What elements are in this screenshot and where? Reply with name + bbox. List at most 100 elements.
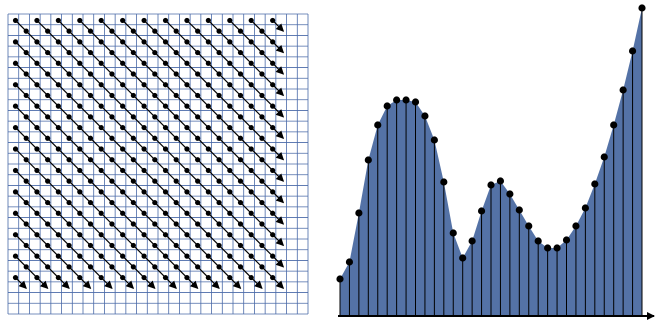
dot	[184, 210, 190, 216]
dot	[216, 49, 222, 56]
dot	[55, 189, 61, 195]
dot	[227, 274, 233, 281]
arrow	[165, 20, 285, 139]
dot	[66, 178, 72, 184]
dot	[45, 221, 51, 227]
dot	[205, 17, 211, 24]
dot	[195, 157, 201, 163]
dot	[270, 253, 276, 259]
dot	[45, 49, 51, 56]
dot	[205, 103, 211, 109]
dot	[237, 178, 244, 184]
dot	[66, 71, 72, 77]
dot	[270, 103, 276, 109]
dot	[45, 178, 51, 184]
dot	[184, 39, 190, 45]
dot	[120, 103, 126, 109]
dot	[173, 114, 179, 120]
dot	[77, 146, 83, 152]
dot	[77, 103, 83, 109]
sample-dot	[515, 206, 523, 214]
dot	[173, 264, 179, 270]
sample-dot	[345, 258, 354, 266]
dot	[270, 82, 276, 88]
dot	[141, 210, 147, 216]
dot	[130, 242, 136, 249]
dot	[173, 28, 179, 34]
sample-dot	[638, 4, 646, 12]
dot	[141, 39, 147, 45]
dot	[77, 210, 83, 216]
dot	[120, 167, 126, 174]
dot	[216, 264, 222, 270]
dot	[227, 82, 233, 88]
dot	[173, 199, 179, 206]
dot	[162, 274, 169, 281]
dot	[184, 253, 190, 259]
dot	[205, 146, 211, 152]
arrow	[15, 62, 242, 289]
dot	[130, 264, 136, 270]
dot	[120, 253, 126, 259]
dot	[23, 178, 29, 184]
arrow	[15, 127, 177, 289]
dot	[270, 39, 276, 45]
dot	[141, 146, 147, 152]
dot	[205, 253, 211, 259]
dot	[45, 199, 51, 206]
dot	[109, 199, 115, 206]
dot	[98, 39, 104, 45]
dot	[87, 92, 94, 99]
dot	[205, 167, 211, 174]
dot	[45, 264, 51, 270]
dot	[12, 17, 19, 24]
arrow	[15, 234, 70, 289]
dot	[270, 17, 276, 24]
dot	[173, 157, 179, 163]
sample-dot	[534, 237, 542, 245]
dot	[173, 221, 179, 227]
dot	[270, 274, 276, 281]
dot	[162, 17, 169, 24]
dot	[270, 60, 276, 66]
dot	[77, 124, 83, 131]
dot	[184, 124, 190, 131]
dot	[216, 221, 222, 227]
dot	[152, 49, 158, 56]
sample-dot	[553, 244, 561, 252]
dot	[98, 274, 104, 281]
dot	[184, 167, 190, 174]
dot	[141, 167, 147, 174]
sample-dot	[459, 254, 467, 262]
dot	[12, 232, 19, 238]
dot	[45, 28, 51, 34]
dot	[173, 49, 179, 56]
dot	[45, 135, 51, 141]
sample-dot	[421, 112, 429, 120]
dot	[12, 274, 19, 281]
dot	[162, 189, 169, 195]
dot	[184, 274, 190, 281]
dot	[162, 103, 169, 109]
dot	[227, 39, 233, 45]
dot	[141, 124, 147, 131]
dot	[45, 157, 51, 163]
dot	[109, 49, 115, 56]
sample-dot	[440, 178, 448, 186]
dot	[12, 189, 19, 195]
dot	[141, 17, 147, 24]
dot	[77, 82, 83, 88]
dot	[66, 135, 72, 141]
dot	[227, 146, 233, 152]
dot	[205, 82, 211, 88]
dot	[130, 221, 136, 227]
dot	[248, 210, 254, 216]
dot	[45, 114, 51, 120]
sample-dot	[411, 98, 420, 106]
sample-dot	[355, 209, 363, 217]
arrow	[15, 255, 49, 289]
dot	[227, 210, 233, 216]
sample-dot	[449, 229, 457, 237]
dot	[109, 221, 115, 227]
arrow	[186, 20, 285, 118]
